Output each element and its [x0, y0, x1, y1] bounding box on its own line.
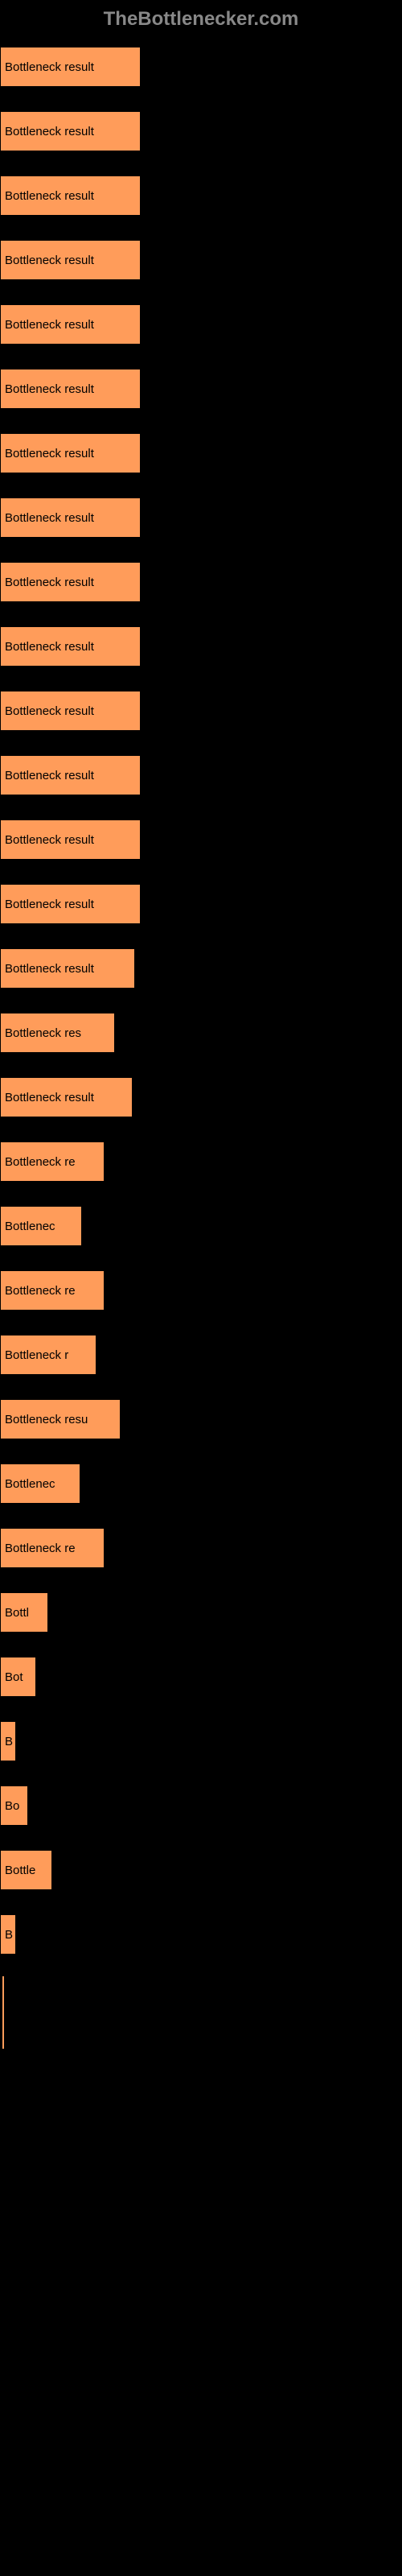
- bar[interactable]: Bottleneck result: [0, 369, 141, 409]
- bar-row: Bottlenec: [0, 1206, 402, 1246]
- bar[interactable]: B: [0, 1721, 16, 1761]
- bar-label: Bottleneck resu: [5, 1413, 88, 1426]
- bar-label: Bottleneck re: [5, 1284, 76, 1298]
- bar-label: Bottle: [5, 1864, 35, 1877]
- bar[interactable]: Bottleneck result: [0, 691, 141, 731]
- bar-label: Bo: [5, 1799, 19, 1813]
- bar[interactable]: Bottleneck result: [0, 562, 141, 602]
- bar-row: Bottleneck r: [0, 1335, 402, 1375]
- bar-row: Bottleneck result: [0, 433, 402, 473]
- bar-label: B: [5, 1928, 13, 1942]
- bar-label: Bottleneck result: [5, 1091, 94, 1104]
- bar-row: B: [0, 1914, 402, 1955]
- bar-row: Bottleneck result: [0, 111, 402, 151]
- bar-row: Bot: [0, 1657, 402, 1697]
- bar-row: Bottleneck resu: [0, 1399, 402, 1439]
- bar-row: Bottleneck res: [0, 1013, 402, 1053]
- bar-row: Bottleneck result: [0, 562, 402, 602]
- bar-row: Bottleneck result: [0, 948, 402, 989]
- bar-label: B: [5, 1735, 13, 1748]
- bar-label: Bottleneck result: [5, 833, 94, 847]
- bar-label: Bottleneck result: [5, 576, 94, 589]
- bar-label: Bottleneck result: [5, 704, 94, 718]
- bar[interactable]: Bottleneck result: [0, 111, 141, 151]
- bar-label: Bottleneck re: [5, 1542, 76, 1555]
- bar[interactable]: Bo: [0, 1785, 28, 1826]
- bar-row: Bottleneck result: [0, 755, 402, 795]
- bar[interactable]: Bottlenec: [0, 1463, 80, 1504]
- bar[interactable]: Bottleneck result: [0, 47, 141, 87]
- bar-label: Bottleneck result: [5, 189, 94, 203]
- bar[interactable]: Bottle: [0, 1850, 52, 1890]
- bar-row: B: [0, 1721, 402, 1761]
- bar[interactable]: Bot: [0, 1657, 36, 1697]
- bar[interactable]: Bottleneck result: [0, 1077, 133, 1117]
- bar[interactable]: Bottleneck result: [0, 755, 141, 795]
- bar-row: Bottleneck result: [0, 1077, 402, 1117]
- bar[interactable]: Bottleneck result: [0, 626, 141, 667]
- bar[interactable]: Bottlenec: [0, 1206, 82, 1246]
- bar-label: Bottleneck r: [5, 1348, 68, 1362]
- bar[interactable]: Bottleneck result: [0, 884, 141, 924]
- bar-label: Bot: [5, 1670, 23, 1684]
- bar-label: Bottleneck re: [5, 1155, 76, 1169]
- bar[interactable]: Bottleneck result: [0, 497, 141, 538]
- bar[interactable]: Bottleneck result: [0, 819, 141, 860]
- bar-row: Bottleneck result: [0, 626, 402, 667]
- bar[interactable]: Bottleneck r: [0, 1335, 96, 1375]
- vertical-line: [2, 1976, 4, 2049]
- bar-label: Bottlenec: [5, 1477, 55, 1491]
- bar[interactable]: Bottleneck result: [0, 948, 135, 989]
- bar-row: Bottle: [0, 1850, 402, 1890]
- bar-label: Bottleneck res: [5, 1026, 81, 1040]
- bar[interactable]: Bottleneck re: [0, 1270, 105, 1311]
- bar-label: Bottleneck result: [5, 769, 94, 782]
- bar-row: Bottl: [0, 1592, 402, 1633]
- bar[interactable]: Bottleneck re: [0, 1141, 105, 1182]
- logo-text: TheBottlenecker.com: [0, 0, 402, 39]
- bar-row: Bottleneck result: [0, 691, 402, 731]
- bar-row: Bo: [0, 1785, 402, 1826]
- bar-label: Bottleneck result: [5, 318, 94, 332]
- bar[interactable]: Bottleneck result: [0, 304, 141, 345]
- bar[interactable]: Bottleneck res: [0, 1013, 115, 1053]
- bar-label: Bottleneck result: [5, 511, 94, 525]
- bar-chart: Bottleneck result Bottleneck result Bottle…: [0, 39, 402, 1987]
- bar-label: Bottleneck result: [5, 254, 94, 267]
- bar-label: Bottleneck result: [5, 898, 94, 911]
- bar-row: Bottleneck re: [0, 1528, 402, 1568]
- bar-row: Bottleneck re: [0, 1141, 402, 1182]
- bar[interactable]: Bottleneck re: [0, 1528, 105, 1568]
- bar[interactable]: Bottleneck result: [0, 240, 141, 280]
- bar[interactable]: Bottleneck resu: [0, 1399, 121, 1439]
- bar[interactable]: Bottleneck result: [0, 433, 141, 473]
- bar-label: Bottleneck result: [5, 382, 94, 396]
- bar-row: Bottleneck re: [0, 1270, 402, 1311]
- bar-row: Bottleneck result: [0, 819, 402, 860]
- bar-label: Bottleneck result: [5, 447, 94, 460]
- bar[interactable]: B: [0, 1914, 16, 1955]
- bar-label: Bottleneck result: [5, 640, 94, 654]
- bar-row: Bottleneck result: [0, 304, 402, 345]
- bar-label: Bottl: [5, 1606, 29, 1620]
- bar-label: Bottleneck result: [5, 60, 94, 74]
- bar-row: Bottleneck result: [0, 47, 402, 87]
- bar-label: Bottlenec: [5, 1220, 55, 1233]
- bar-row: Bottlenec: [0, 1463, 402, 1504]
- bar-label: Bottleneck result: [5, 125, 94, 138]
- bar-row: Bottleneck result: [0, 369, 402, 409]
- bar[interactable]: Bottleneck result: [0, 175, 141, 216]
- bar-label: Bottleneck result: [5, 962, 94, 976]
- bar-row: Bottleneck result: [0, 175, 402, 216]
- bar-row: Bottleneck result: [0, 497, 402, 538]
- bar-row: Bottleneck result: [0, 884, 402, 924]
- bar-row: Bottleneck result: [0, 240, 402, 280]
- bar[interactable]: Bottl: [0, 1592, 48, 1633]
